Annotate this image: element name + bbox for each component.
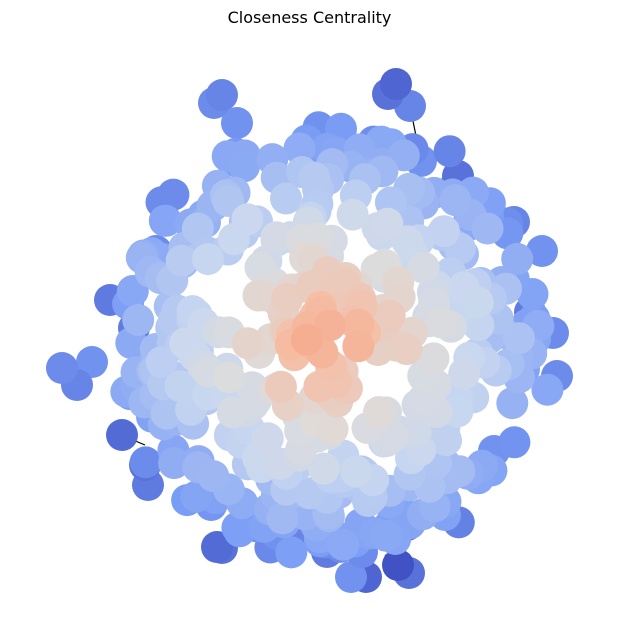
network-node-415: [231, 327, 264, 360]
network-node-215: [503, 322, 535, 355]
network-node-325: [461, 286, 494, 319]
network-node-320: [231, 203, 264, 236]
network-node-335: [448, 357, 481, 390]
network-node-135: [158, 447, 191, 480]
network-node-426: [271, 282, 304, 315]
network-node-276: [145, 346, 178, 379]
network-node-97: [148, 204, 181, 237]
network-node-391: [212, 361, 245, 394]
network-node-18: [201, 531, 233, 563]
network-node-149: [496, 387, 529, 420]
network-node-13: [335, 561, 367, 593]
network-node-31: [206, 79, 238, 111]
network-node-36: [433, 135, 466, 168]
network-node-8: [526, 235, 558, 267]
network-node-371: [407, 251, 440, 284]
network-node-341: [371, 207, 404, 240]
network-node-11: [382, 549, 414, 581]
network-node-112: [370, 519, 403, 552]
network-node-267: [165, 244, 198, 277]
network-node-291: [430, 424, 463, 457]
network-node-340: [336, 198, 369, 231]
network-node-140: [501, 242, 534, 275]
network-node-436: [264, 370, 297, 403]
network-node-172: [122, 304, 155, 336]
network-node-29: [221, 107, 253, 139]
network-node-132: [283, 132, 316, 165]
network-node-387: [425, 306, 458, 339]
network-node-233: [181, 212, 214, 245]
network-node-463: [313, 309, 346, 342]
network-node-182: [266, 502, 299, 535]
network-node-104: [531, 373, 564, 406]
network-node-354: [260, 221, 293, 254]
network-node-397: [363, 396, 395, 428]
network-node-389: [417, 342, 450, 375]
network-node-432: [373, 299, 406, 332]
network-node-324: [340, 455, 373, 488]
network-node-166: [439, 184, 472, 217]
network-node-297: [164, 370, 197, 403]
node-layer: [46, 68, 573, 593]
network-node-220: [150, 397, 183, 430]
network-node-345: [307, 452, 340, 485]
network-node-118: [327, 528, 360, 561]
network-node-250: [298, 161, 331, 194]
figure-title: Closeness Centrality: [228, 8, 392, 27]
network-node-34: [380, 68, 412, 100]
network-node-69: [223, 515, 256, 548]
network-node-24: [46, 352, 78, 384]
network-node-70: [275, 536, 308, 569]
network-node-42: [129, 446, 162, 479]
network-node-48: [498, 426, 531, 459]
network-node-119: [228, 150, 260, 183]
network-node-399: [316, 413, 349, 446]
network-node-21: [106, 419, 138, 451]
network-node-336: [251, 422, 284, 455]
network-node-22: [76, 346, 108, 378]
network-node-424: [390, 333, 423, 366]
network-node-296: [428, 215, 460, 248]
network-node-264: [270, 182, 302, 215]
network-node-306: [192, 243, 224, 276]
network-node-462: [342, 330, 375, 363]
network-node-464: [290, 323, 323, 356]
network-node-173: [197, 460, 230, 493]
network-node-178: [471, 212, 504, 245]
